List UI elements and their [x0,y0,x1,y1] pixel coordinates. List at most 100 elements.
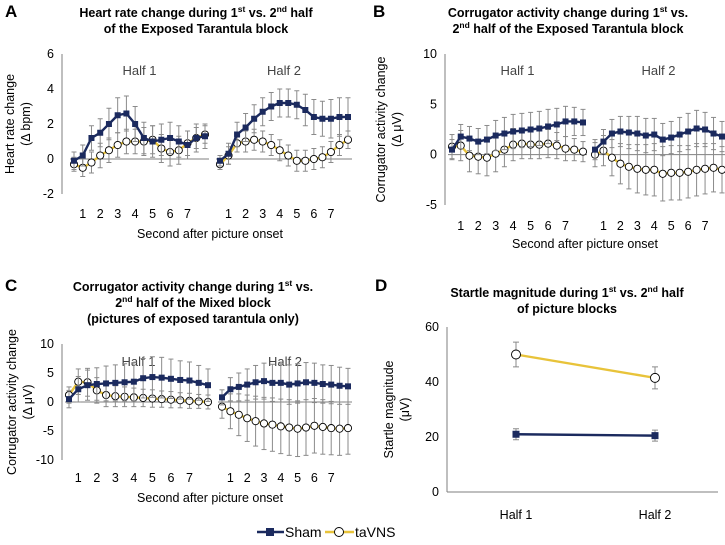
title-superscript: st [609,284,617,294]
data-point-sham [510,128,517,135]
data-point-tavns [259,419,269,428]
y-tick-label: -5 [426,198,437,212]
y-tick-label: 0 [47,152,54,166]
data-point-sham [625,129,632,136]
data-point-tavns [309,154,318,164]
title-text: half of the Mixed block [133,296,271,310]
data-point-sham [251,115,258,122]
x-tick-label: 6 [167,471,174,485]
y-tick-label: 10 [40,337,54,351]
title-superscript: nd [459,20,469,30]
data-point-sham [219,394,225,401]
data-point-sham [651,432,659,440]
data-point-tavns [250,135,259,144]
data-point-tavns [561,144,570,153]
x-tick-label: 6 [685,219,692,233]
panel-letter: D [375,276,387,295]
data-point-sham [617,128,624,135]
series-line-tavns [219,138,349,166]
data-point-sham [311,379,318,386]
y-tick-label: 5 [47,366,54,380]
data-point-tavns [327,424,336,433]
half-label: Half 1 [123,63,157,78]
data-point-sham [685,128,692,135]
panel-title-line: of the Exposed Tarantula block [104,22,289,36]
title-text: half [658,286,685,300]
data-point-sham [235,383,242,390]
data-point-tavns [607,153,616,162]
data-point-tavns [684,167,693,176]
title-text: vs. 2 [616,286,647,300]
data-point-sham [634,130,641,137]
data-point-sham [114,112,121,119]
x-tick-label: 5 [527,219,534,233]
data-point-sham [651,131,658,138]
title-text: (pictures of exposed tarantula only) [87,312,299,326]
x-axis-label: Second after picture onset [512,237,658,251]
y-tick-label: 0 [432,485,439,499]
x-tick-label: 6 [167,207,174,221]
panel-C: C Corrugator activity change during 1st​ … [5,276,353,505]
title-text: of picture blocks [517,302,617,316]
data-point-tavns [310,421,319,430]
data-point-tavns [616,159,625,168]
x-tick-label: 7 [186,471,193,485]
series-line-sham [221,379,349,399]
series-line-tavns [221,405,349,430]
data-point-sham [466,135,473,142]
data-point-sham [457,133,464,140]
x-axis-label: Second after picture onset [137,491,283,505]
data-point-sham [536,125,543,132]
data-point-sham [234,131,241,138]
data-point-sham [527,126,534,133]
data-point-sham [184,142,191,148]
y-tick-label: 6 [47,47,54,61]
x-tick-label: 6 [310,207,317,221]
data-point-sham [702,126,709,133]
y-axis-label-line: (Δ bpm) [19,102,33,146]
y-axis-label-line: (Δ μV) [390,112,404,147]
y-axis-label-line: Corrugator activity change [5,329,19,475]
title-text: half [287,6,314,20]
data-point-tavns [284,151,293,160]
x-tick-label: 2 [617,219,624,233]
series-line-tavns [68,380,209,404]
title-superscript: st [660,4,668,14]
data-point-sham [132,121,139,127]
data-point-sham [175,138,182,145]
panel-title-line: (pictures of exposed tarantula only) [87,312,299,326]
y-tick-label: 40 [425,375,439,389]
data-point-tavns [258,137,267,146]
x-tick-label: 5 [668,219,675,233]
data-point-sham [130,378,137,385]
panel-title-line: Corrugator activity change during 1st​ v… [448,4,688,20]
data-point-sham [302,107,309,113]
title-text: Corrugator activity change during 1 [448,6,660,20]
y-tick-label: -5 [43,424,54,438]
x-tick-label: 4 [130,471,137,485]
data-point-tavns [301,156,310,165]
data-point-tavns [104,146,113,155]
data-point-sham [167,135,174,141]
x-tick-label: 4 [277,471,284,485]
data-point-tavns [87,158,96,167]
data-point-sham [719,133,725,140]
data-point-sham [112,379,119,386]
data-point-tavns [641,165,650,174]
panel-B: B Corrugator activity change during 1st​ … [373,2,725,251]
data-point-sham [553,121,560,128]
data-point-sham [140,135,147,141]
title-superscript: st [238,4,246,14]
data-point-sham [580,119,586,126]
data-point-tavns [226,407,235,416]
series-line-sham [68,375,209,400]
data-point-sham [217,157,223,164]
data-point-sham [149,374,156,381]
title-text: Heart rate change during 1 [79,6,237,20]
y-tick-label: 2 [47,117,54,131]
data-point-tavns [624,162,633,171]
panel-title-line: Startle magnitude during 1st​ vs. 2nd​ h… [450,284,684,300]
x-tick-label: 3 [492,219,499,233]
data-point-tavns [343,424,353,433]
x-tick-label: 5 [149,471,156,485]
